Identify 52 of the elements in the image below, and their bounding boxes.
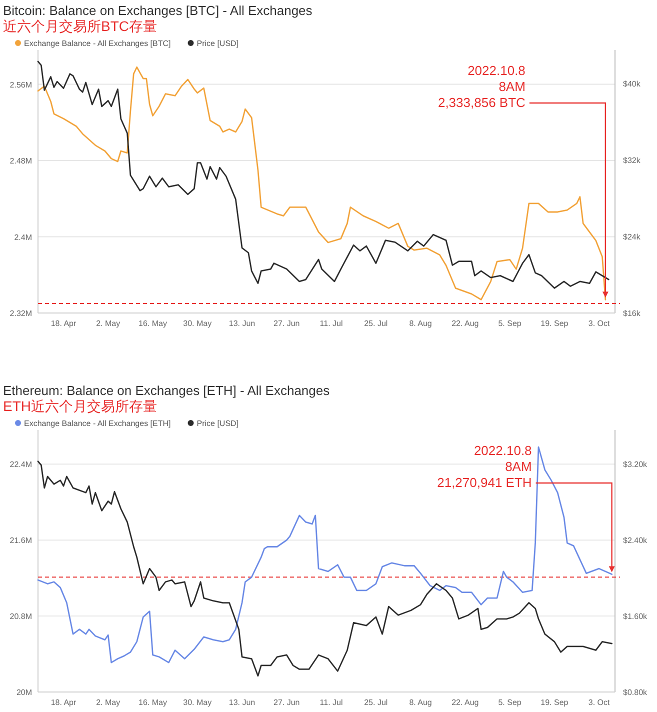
- x-tick-label: 8. Aug: [409, 698, 432, 707]
- x-tick-label: 22. Aug: [452, 319, 479, 328]
- legend-label: Price [USD]: [196, 419, 239, 428]
- x-tick-label: 30. May: [183, 319, 212, 328]
- x-tick-label: 25. Jul: [364, 319, 388, 328]
- annotation: 2022.10.8 8AM 21,270,941 ETH: [437, 443, 532, 490]
- x-tick-label: 5. Sep: [498, 698, 522, 707]
- x-tick-label: 18. Apr: [50, 698, 77, 707]
- x-tick-label: 13. Jun: [228, 319, 256, 328]
- x-tick-label: 25. Jul: [364, 698, 388, 707]
- x-tick-label: 5. Sep: [498, 319, 522, 328]
- x-tick-label: 27. Jun: [274, 319, 300, 328]
- y2-tick-label: $1.60k: [623, 612, 648, 622]
- y2-tick-label: $2.40k: [623, 536, 648, 546]
- legend-label: Price [USD]: [196, 39, 239, 48]
- y-tick-label: 20M: [16, 688, 32, 697]
- y2-tick-label: $24k: [623, 232, 642, 242]
- x-tick-label: 8. Aug: [409, 319, 432, 328]
- chart-title: Ethereum: Balance on Exchanges [ETH] - All Exchanges: [3, 383, 330, 398]
- x-tick-label: 19. Sep: [540, 698, 569, 707]
- x-tick-label: 18. Apr: [50, 319, 77, 328]
- x-tick-label: 3. Oct: [588, 319, 611, 328]
- legend-label: Exchange Balance - All Exchanges [ETH]: [24, 419, 171, 428]
- x-tick-label: 13. Jun: [228, 698, 256, 707]
- x-tick-label: 2. May: [96, 319, 120, 328]
- chart-subtitle: 近六个月交易所BTC存量: [3, 18, 157, 34]
- x-tick-label: 16. May: [138, 698, 167, 707]
- x-tick-label: 2. May: [96, 698, 120, 707]
- x-tick-label: 19. Sep: [540, 319, 569, 328]
- y-tick-label: 20.8M: [10, 612, 32, 622]
- x-tick-label: 22. Aug: [452, 698, 479, 707]
- y-tick-label: 22.4M: [10, 460, 32, 470]
- y-tick-label: 2.32M: [10, 309, 32, 318]
- y-tick-label: 2.4M: [14, 232, 32, 242]
- x-tick-label: 11. Jul: [320, 319, 343, 328]
- y2-tick-label: $0.80k: [623, 688, 648, 697]
- y-tick-label: 2.48M: [10, 156, 32, 166]
- x-tick-label: 3. Oct: [588, 698, 611, 707]
- x-tick-label: 16. May: [138, 319, 167, 328]
- y2-tick-label: $40k: [623, 79, 642, 88]
- annotation: 2022.10.8 8AM 2,333,856 BTC: [438, 63, 526, 110]
- chart-title: Bitcoin: Balance on Exchanges [BTC] - All Exchanges: [3, 3, 313, 18]
- x-tick-label: 30. May: [183, 698, 212, 707]
- y-tick-label: 2.56M: [10, 80, 32, 90]
- y2-tick-label: $3.20k: [623, 460, 648, 470]
- x-tick-label: 27. Jun: [274, 698, 300, 707]
- x-tick-label: 11. Jul: [320, 698, 343, 707]
- legend-label: Exchange Balance - All Exchanges [BTC]: [24, 39, 171, 48]
- chart-subtitle: ETH近六个月交易所存量: [3, 398, 157, 414]
- y2-tick-label: $16k: [623, 309, 642, 318]
- y2-tick-label: $32k: [623, 156, 642, 165]
- y-tick-label: 21.6M: [10, 536, 32, 546]
